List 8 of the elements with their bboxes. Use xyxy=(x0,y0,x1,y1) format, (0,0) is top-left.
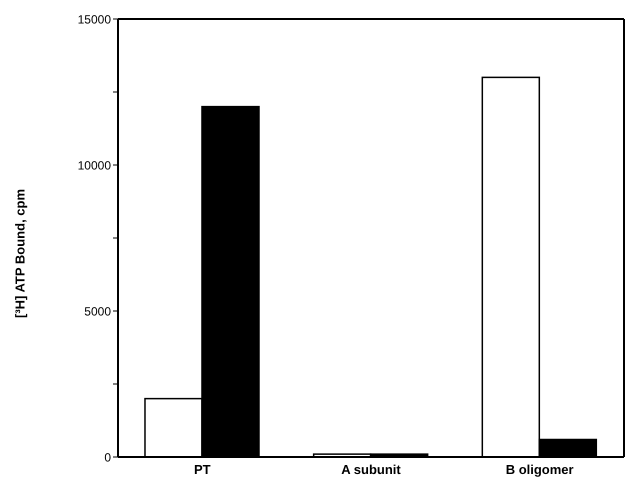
y-tick-label: 0 xyxy=(104,450,112,464)
y-tick-label: 5000 xyxy=(84,304,112,318)
x-tick-label: A subunit xyxy=(341,462,402,478)
x-tick-label: B oligomer xyxy=(506,462,574,478)
x-tick-label: PT xyxy=(194,462,211,478)
y-axis-title: [³H] ATP Bound, cpm xyxy=(12,188,28,318)
y-tick-label: 15000 xyxy=(78,12,112,26)
y-tick-label: 10000 xyxy=(78,158,112,172)
